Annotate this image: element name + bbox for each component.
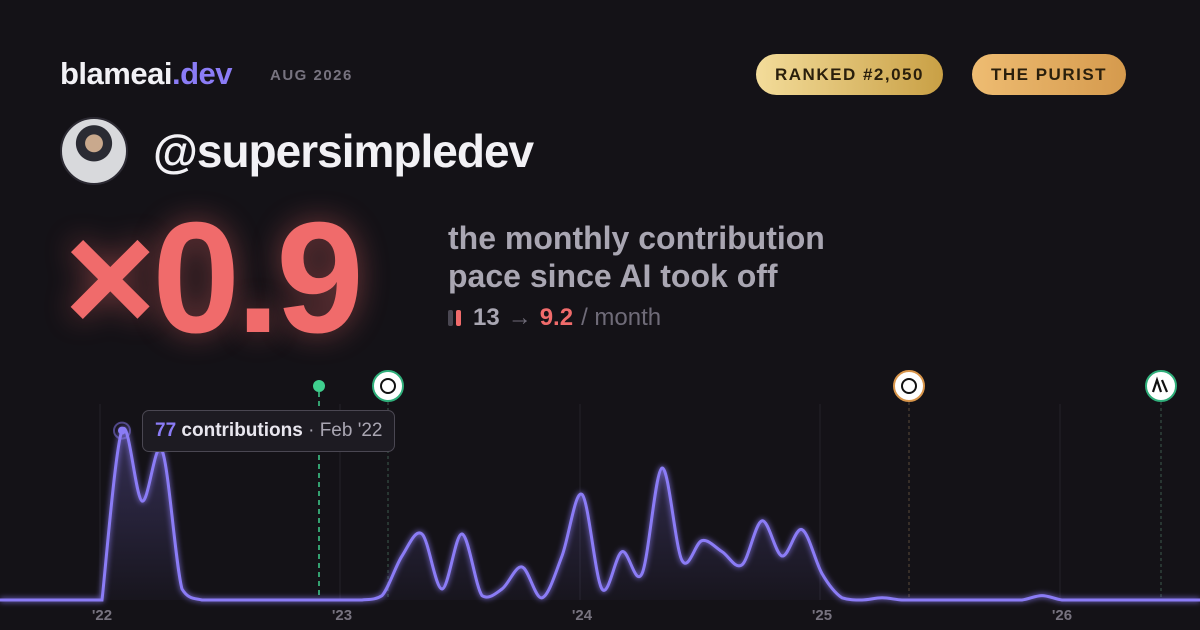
arrow: →	[507, 304, 532, 331]
brand: blameai.dev	[60, 56, 232, 92]
pace-icon	[448, 310, 461, 326]
event-dot	[313, 380, 325, 392]
tooltip-date: Feb '22	[319, 420, 383, 441]
x-tick-label: '24	[572, 607, 593, 624]
rank-badge: RANKED #2,050	[756, 54, 943, 95]
unit: / month	[581, 304, 662, 331]
openai-glyph	[380, 378, 396, 394]
type-badge: THE PURIST	[972, 54, 1127, 95]
openai-icon	[372, 370, 404, 402]
brand-name: blameai	[60, 56, 172, 91]
openai-icon	[893, 370, 925, 402]
highlight-ring	[113, 421, 131, 440]
anthropic-icon	[1145, 370, 1177, 402]
x-tick-label: '25	[812, 607, 832, 624]
events	[313, 370, 1177, 600]
tooltip-label: contributions	[181, 420, 303, 441]
multiplier: ×0.9	[64, 190, 364, 366]
after: 9.2	[539, 304, 574, 331]
avatar	[60, 117, 128, 185]
anthropic-glyph	[1151, 376, 1169, 393]
highlight-point	[118, 426, 126, 435]
tooltip-value: 77	[155, 420, 177, 441]
openai-glyph	[901, 378, 917, 394]
pace: 13 → 9.2 / month	[448, 304, 661, 332]
line	[0, 426, 1200, 602]
before: 13	[473, 304, 500, 331]
x-tick-label: '26	[1052, 607, 1072, 624]
x-tick-label: '22	[92, 607, 112, 624]
handle: @supersimpledev	[153, 125, 534, 177]
period: AUG 2026	[270, 67, 353, 84]
brand-suffix: .dev	[171, 56, 233, 91]
description: the monthly contribution pace since AI t…	[448, 220, 825, 294]
x-tick-label: '23	[332, 607, 352, 624]
tooltip: 77 contributions · Feb '22	[142, 410, 396, 452]
